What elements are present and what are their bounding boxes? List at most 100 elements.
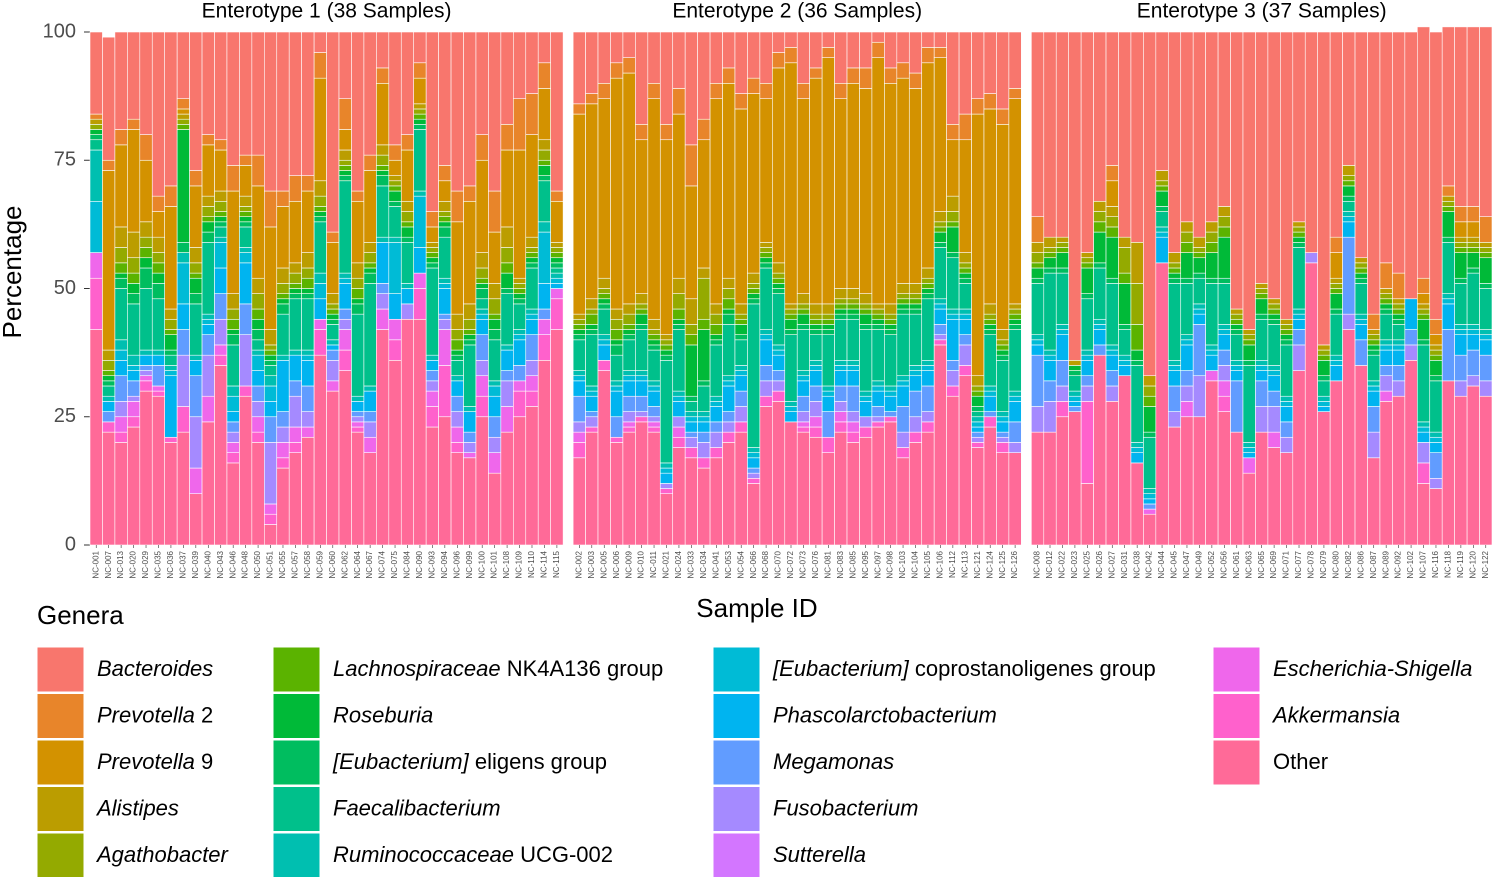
bar-segment: [164, 31, 178, 187]
bar-segment: [871, 390, 885, 407]
bar-segment: [450, 339, 464, 351]
bar-segment: [114, 349, 128, 361]
bar-segment: [1416, 483, 1431, 546]
legend-swatch: [272, 693, 321, 739]
bar-segment: [1267, 313, 1281, 320]
bar-segment: [301, 277, 315, 289]
bar-segment: [846, 83, 860, 289]
bar-segment: [400, 226, 415, 238]
bar-segment: [1354, 283, 1368, 315]
bar-segment: [796, 375, 810, 382]
bar-segment: [734, 31, 748, 94]
bar-segment: [946, 252, 960, 259]
bar-segment: [809, 385, 823, 402]
bar-segment: [921, 267, 935, 279]
x-tick-label: NC-008: [1033, 550, 1042, 578]
bar-segment: [859, 303, 873, 310]
bar-segment: [672, 390, 686, 397]
bar-segment: [1167, 365, 1182, 371]
bar-segment: [1008, 303, 1022, 310]
bar-segment: [896, 62, 910, 79]
bar-segment: [635, 411, 649, 418]
bar-segment: [784, 401, 798, 407]
x-tick-label: NC-073: [799, 550, 808, 578]
bar-segment: [672, 277, 686, 294]
bar-segment: [1317, 31, 1331, 346]
bar-segment: [809, 334, 823, 361]
legend-swatch: [1212, 693, 1261, 739]
bar-segment: [1329, 277, 1343, 284]
x-tick-label: NC-126: [1010, 550, 1019, 578]
bar-segment: [164, 375, 178, 438]
bar-segment: [276, 442, 290, 459]
bar-segment: [697, 329, 711, 382]
bar-segment: [338, 31, 352, 99]
bar-segment: [933, 298, 947, 305]
x-tick-label: NC-049: [1195, 550, 1204, 578]
bar-segment: [1008, 318, 1022, 325]
bar-segment: [1429, 488, 1443, 546]
bar-segment: [338, 308, 352, 320]
bar-segment: [114, 288, 128, 341]
bar-segment: [971, 98, 985, 115]
bar-segment: [846, 385, 860, 412]
bar-segment: [239, 31, 253, 156]
bar-segment: [896, 406, 910, 433]
bar-segment: [684, 31, 698, 146]
legend-label: Phascolarctobacterium: [773, 702, 997, 727]
bar-segment: [1329, 283, 1343, 289]
bar-segment: [1416, 293, 1431, 305]
bar-segment: [264, 190, 278, 228]
bar-segment: [288, 31, 302, 176]
bar-segment: [1479, 380, 1493, 397]
bar-segment: [1167, 252, 1182, 264]
bar-segment: [1143, 488, 1157, 495]
bar-segment: [264, 349, 278, 356]
bar-segment: [1292, 236, 1306, 243]
bar-segment: [102, 370, 116, 377]
bar-segment: [597, 370, 611, 546]
bar-segment: [921, 360, 935, 366]
bar-segment: [834, 303, 848, 310]
bar-segment: [1031, 406, 1045, 433]
bar-segment: [388, 339, 402, 361]
x-tick-label: NC-052: [1207, 550, 1216, 578]
x-tick-label: NC-059: [315, 550, 324, 578]
bar-segment: [597, 334, 611, 341]
bar-segment: [1242, 442, 1256, 448]
bar-segment: [1008, 88, 1022, 99]
bar-segment: [1342, 221, 1356, 238]
bar-segment: [127, 416, 141, 428]
bar-segment: [1304, 252, 1318, 264]
bar-segment: [1043, 31, 1057, 238]
bar-segment: [550, 242, 564, 248]
bar-segment: [610, 390, 624, 418]
bar-segment: [796, 308, 810, 315]
bar-segment: [647, 318, 661, 330]
bar-segment: [1329, 380, 1343, 546]
bar-segment: [821, 313, 835, 320]
bar-segment: [1043, 431, 1057, 546]
bar-segment: [684, 324, 698, 335]
bar-segment: [226, 344, 240, 387]
bar-segment: [1367, 457, 1381, 546]
bar-segment: [610, 339, 624, 346]
bar-segment: [1118, 247, 1132, 274]
bar-segment: [351, 31, 365, 192]
bar-segment: [313, 195, 327, 207]
bar-segment: [1479, 252, 1493, 259]
bar-segment: [363, 272, 377, 284]
bar-segment: [759, 262, 773, 269]
bar-segment: [1217, 395, 1231, 412]
bar-segment: [89, 118, 103, 125]
legend-swatch: [712, 739, 761, 786]
bar-segment: [1379, 298, 1393, 305]
bar-segment: [513, 31, 527, 99]
bar-segment: [1068, 401, 1082, 407]
bar-segment: [1180, 277, 1194, 284]
bar-segment: [326, 231, 340, 243]
bar-segment: [796, 380, 810, 397]
bar-segment: [1192, 257, 1206, 274]
bar-segment: [834, 98, 848, 289]
legend-label: Escherichia-Shigella: [1273, 656, 1472, 681]
